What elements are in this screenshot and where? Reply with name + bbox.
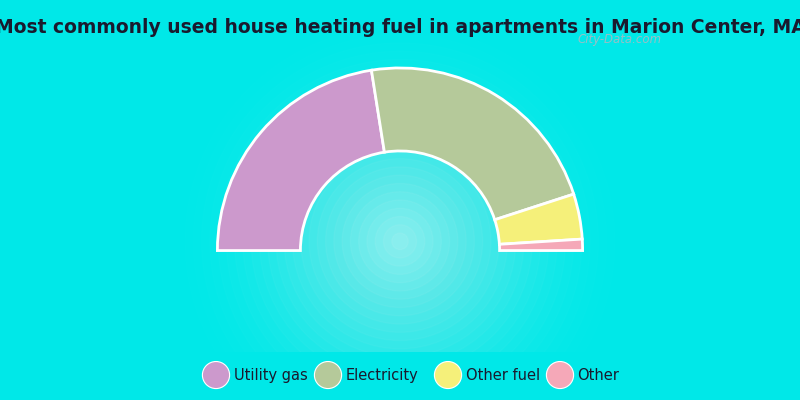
Wedge shape: [494, 194, 582, 244]
Wedge shape: [371, 68, 574, 220]
Circle shape: [392, 233, 408, 250]
Ellipse shape: [546, 362, 574, 388]
Ellipse shape: [314, 362, 342, 388]
Text: Utility gas: Utility gas: [234, 368, 307, 382]
Ellipse shape: [434, 362, 462, 388]
Text: Other: Other: [578, 368, 619, 382]
Circle shape: [367, 208, 433, 274]
Text: City-Data.com: City-Data.com: [578, 33, 662, 46]
Text: Other fuel: Other fuel: [466, 368, 540, 382]
Circle shape: [375, 216, 425, 266]
Circle shape: [383, 225, 417, 258]
Wedge shape: [499, 239, 582, 250]
Ellipse shape: [202, 362, 230, 388]
Text: Electricity: Electricity: [346, 368, 418, 382]
Wedge shape: [218, 70, 385, 250]
Text: Most commonly used house heating fuel in apartments in Marion Center, MA: Most commonly used house heating fuel in…: [0, 18, 800, 37]
